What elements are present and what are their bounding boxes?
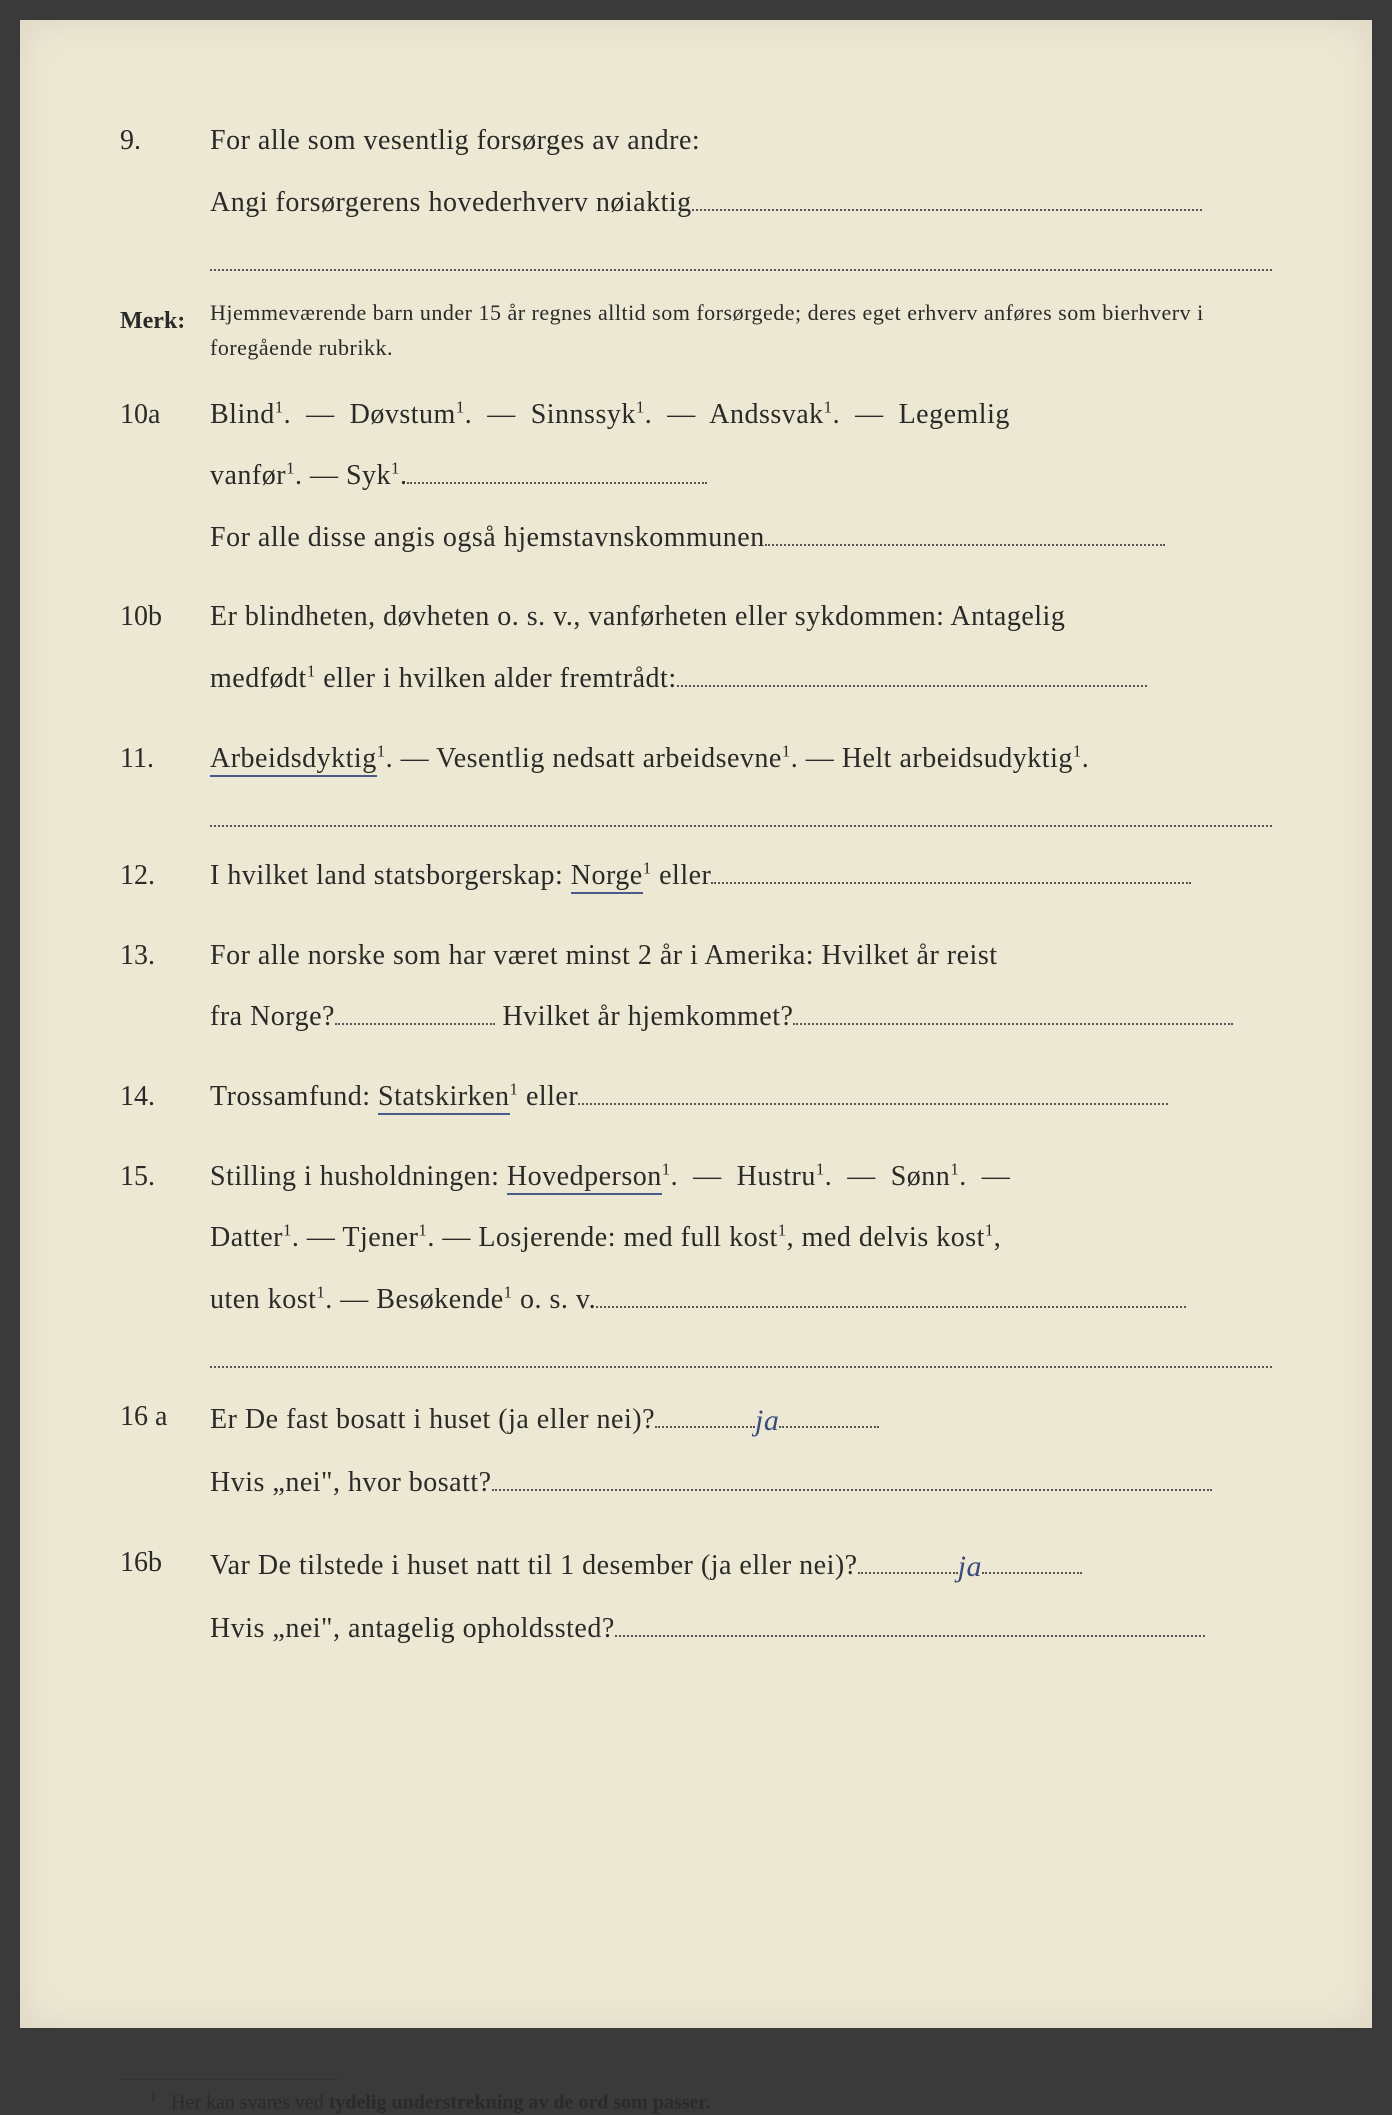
question-10a: 10a Blind1. — Døvstum1. — Sinnssyk1. — A… <box>120 384 1272 569</box>
q14-content: Trossamfund: Statskirken1 eller <box>210 1066 1272 1128</box>
q11-content: Arbeidsdyktig1. — Vesentlig nedsatt arbe… <box>210 728 1272 790</box>
q16a-num: 16 a <box>120 1386 210 1514</box>
merk-label: Merk: <box>120 295 210 365</box>
footnote-rule <box>120 2079 340 2080</box>
opt-andssvak: Andssvak <box>709 399 823 430</box>
q16b-line2: Hvis „nei", antagelig opholdssted? <box>210 1613 615 1644</box>
q16a-content: Er De fast bosatt i huset (ja eller nei)… <box>210 1386 1272 1514</box>
question-9: 9. For alle som vesentlig forsørges av a… <box>120 110 1272 233</box>
q10b-line1: Er blindheten, døvheten o. s. v., vanfør… <box>210 601 1065 632</box>
merk-text: Hjemmeværende barn under 15 år regnes al… <box>210 295 1272 365</box>
opt-arbeidsdyktig: Arbeidsdyktig <box>210 743 377 777</box>
q15-num: 15. <box>120 1146 210 1331</box>
q13-content: For alle norske som har været minst 2 år… <box>210 925 1272 1048</box>
q16a-answer: ja <box>755 1388 779 1454</box>
q10a-content: Blind1. — Døvstum1. — Sinnssyk1. — Andss… <box>210 384 1272 569</box>
question-12: 12. I hvilket land statsborgerskap: Norg… <box>120 845 1272 907</box>
q12-text-a: I hvilket land statsborgerskap: <box>210 860 571 891</box>
blank-line-11 <box>210 807 1272 827</box>
footnote: 1 Her kan svares ved tydelig understrekn… <box>120 2090 1272 2115</box>
q11-num: 11. <box>120 728 210 790</box>
question-16b: 16b Var De tilstede i huset natt til 1 d… <box>120 1532 1272 1660</box>
q16a-line1: Er De fast bosatt i huset (ja eller nei)… <box>210 1404 655 1435</box>
q9-line1: For alle som vesentlig forsørges av andr… <box>210 125 700 156</box>
opt-nedsatt: Vesentlig nedsatt arbeidsevne <box>436 743 782 774</box>
opt-tjener: Tjener <box>342 1222 418 1253</box>
question-11: 11. Arbeidsdyktig1. — Vesentlig nedsatt … <box>120 728 1272 790</box>
q9-num: 9. <box>120 110 210 233</box>
opt-blind: Blind <box>210 399 275 430</box>
q10b-line2b: eller i hvilken alder fremtrådt: <box>323 663 676 694</box>
opt-statskirken: Statskirken <box>378 1081 510 1115</box>
opt-hovedperson: Hovedperson <box>507 1161 662 1195</box>
q13-line2a: fra Norge? <box>210 1001 335 1032</box>
opt-norge: Norge <box>571 860 643 894</box>
q13-line2b: Hvilket år hjemkommet? <box>502 1001 793 1032</box>
opt-vanfor: vanfør <box>210 460 286 491</box>
opt-delvis: med delvis kost <box>802 1222 985 1253</box>
opt-sonn: Sønn <box>891 1161 951 1192</box>
q15-text-a: Stilling i husholdningen: <box>210 1161 507 1192</box>
q14-text-b: eller <box>526 1081 578 1112</box>
opt-hustru: Hustru <box>737 1161 816 1192</box>
opt-uten: uten kost <box>210 1284 316 1315</box>
opt-losjerende: Losjerende: med full kost <box>478 1222 777 1253</box>
opt-helt: Helt arbeidsudyktig <box>842 743 1073 774</box>
opt-legemlig: Legemlig <box>899 399 1010 430</box>
q14-text-a: Trossamfund: <box>210 1081 378 1112</box>
q9-content: For alle som vesentlig forsørges av andr… <box>210 110 1272 233</box>
blank-line <box>210 251 1272 271</box>
question-15: 15. Stilling i husholdningen: Hovedperso… <box>120 1146 1272 1331</box>
q13-line1: For alle norske som har været minst 2 år… <box>210 940 998 971</box>
question-14: 14. Trossamfund: Statskirken1 eller <box>120 1066 1272 1128</box>
q12-content: I hvilket land statsborgerskap: Norge1 e… <box>210 845 1272 907</box>
merk-note: Merk: Hjemmeværende barn under 15 år reg… <box>120 295 1272 365</box>
opt-datter: Datter <box>210 1222 283 1253</box>
q15-osv: o. s. v. <box>520 1284 596 1315</box>
q16b-line1: Var De tilstede i huset natt til 1 desem… <box>210 1550 858 1581</box>
q16b-content: Var De tilstede i huset natt til 1 desem… <box>210 1532 1272 1660</box>
q10b-num: 10b <box>120 586 210 709</box>
q12-num: 12. <box>120 845 210 907</box>
q15-content: Stilling i husholdningen: Hovedperson1. … <box>210 1146 1272 1331</box>
q14-num: 14. <box>120 1066 210 1128</box>
footnote-marker: 1 <box>150 2090 156 2104</box>
opt-syk: Syk <box>346 460 391 491</box>
q16b-answer: ja <box>958 1534 982 1600</box>
q16a-line2: Hvis „nei", hvor bosatt? <box>210 1467 492 1498</box>
question-16a: 16 a Er De fast bosatt i huset (ja eller… <box>120 1386 1272 1514</box>
blank-line-15 <box>210 1348 1272 1368</box>
q10b-content: Er blindheten, døvheten o. s. v., vanfør… <box>210 586 1272 709</box>
q13-num: 13. <box>120 925 210 1048</box>
question-13: 13. For alle norske som har været minst … <box>120 925 1272 1048</box>
footnote-text-b: tydelig understrekning av de ord som pas… <box>329 2092 711 2114</box>
q16b-num: 16b <box>120 1532 210 1660</box>
q12-text-b: eller <box>659 860 711 891</box>
q10b-medfodt: medfødt <box>210 663 307 694</box>
opt-sinnssyk: Sinnssyk <box>531 399 636 430</box>
footnote-text-a: Her kan svares ved <box>171 2092 329 2114</box>
question-10b: 10b Er blindheten, døvheten o. s. v., va… <box>120 586 1272 709</box>
q10a-num: 10a <box>120 384 210 569</box>
form-page: 9. For alle som vesentlig forsørges av a… <box>20 20 1372 2028</box>
q9-line2: Angi forsørgerens hovederhverv nøiaktig <box>210 187 692 218</box>
opt-dovstum: Døvstum <box>350 399 456 430</box>
opt-besokende: Besøkende <box>376 1284 503 1315</box>
q10a-line3: For alle disse angis også hjemstavnskomm… <box>210 522 765 553</box>
